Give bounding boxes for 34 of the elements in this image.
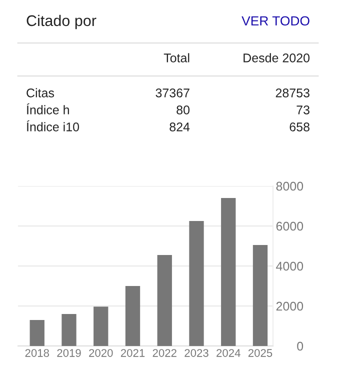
text: Desde 2020 [244,53,310,62]
bar [189,221,204,346]
text: Citado por [26,14,96,30]
bar [30,320,44,346]
bar [94,306,108,346]
x-tick-label: 2020 [89,349,113,357]
text: Total [164,53,190,62]
text: Índice i10 [26,120,80,132]
text: 658 [290,122,310,132]
text: 80 [176,106,190,114]
x-tick-label: 2023 [184,349,208,357]
y-tick-label: 2000 [276,302,304,311]
y-tick-label: 8000 [276,182,304,191]
bar [221,198,236,346]
y-tick-label: 4000 [276,262,304,271]
bar [125,286,140,346]
text: 73 [296,106,310,114]
x-tick-label: 2019 [57,349,81,357]
bar [157,255,172,346]
text: Citas [26,88,54,98]
x-tick-label: 2021 [120,349,145,357]
text: Índice h [26,103,69,114]
bar [62,314,76,346]
text: 824 [170,122,190,132]
bar [252,245,268,346]
x-tick-label: 2024 [216,349,240,357]
text: VER TODO [242,16,310,26]
x-tick-label: 2022 [152,349,176,357]
x-tick-label: 2018 [25,349,49,357]
y-tick-label: 0 [297,342,304,351]
y-tick-label: 6000 [276,222,304,231]
text: 37367 [156,88,190,98]
x-tick-label: 2025 [248,349,272,357]
text: 28753 [276,88,310,98]
